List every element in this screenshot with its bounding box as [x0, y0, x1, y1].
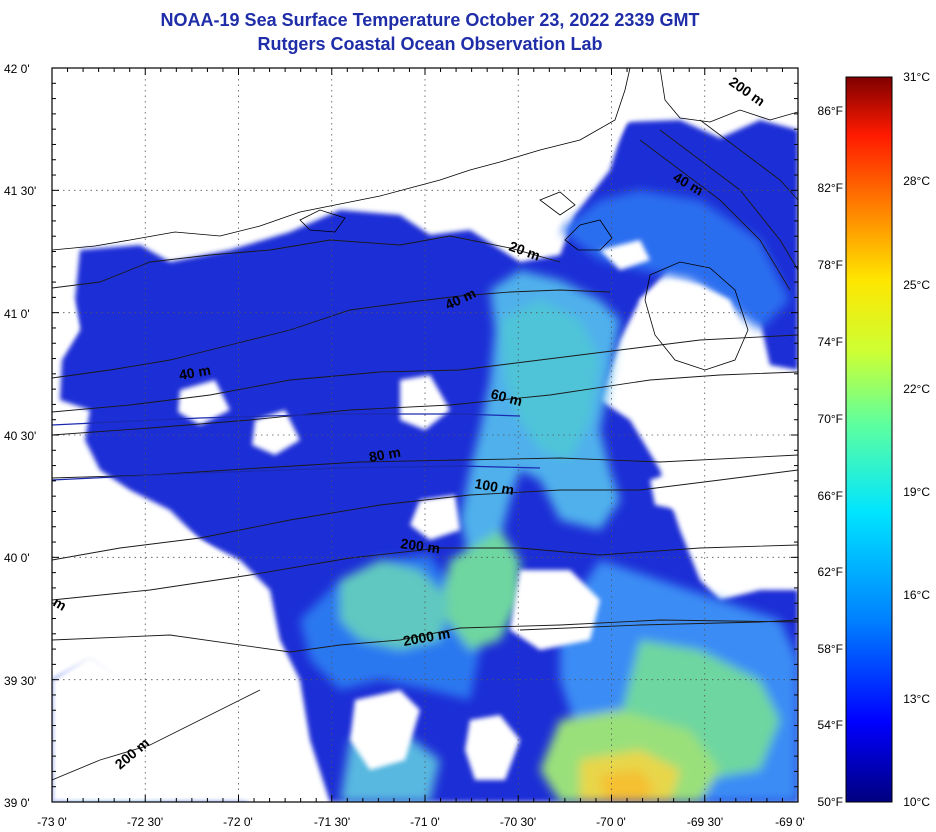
celsius-label: 10°C [903, 795, 930, 809]
depth-label: m [51, 594, 70, 614]
celsius-label: 28°C [903, 174, 930, 188]
fahrenheit-label: 70°F [818, 412, 843, 426]
fahrenheit-label: 50°F [818, 795, 843, 809]
lon-label: -73 0' [37, 815, 67, 829]
axis-ticks [51, 67, 799, 803]
map-title: NOAA-19 Sea Surface Temperature October … [160, 10, 700, 30]
lon-label: -71 30' [314, 815, 350, 829]
fahrenheit-labels: 86°F 82°F 78°F 74°F 70°F 66°F 62°F 58°F … [818, 104, 843, 809]
colorbar [845, 76, 893, 803]
lon-label: -72 30' [127, 815, 163, 829]
celsius-labels: 31°C 28°C 25°C 22°C 19°C 16°C 13°C 10°C [903, 70, 930, 809]
longitude-labels: -73 0' -72 30' -72 0' -71 30' -71 0' -70… [37, 815, 805, 829]
fahrenheit-label: 58°F [818, 642, 843, 656]
lon-label: -71 0' [410, 815, 440, 829]
depth-label: 80 m [368, 444, 402, 465]
lat-label: 41 0' [4, 307, 30, 321]
lon-label: -69 30' [687, 815, 723, 829]
fahrenheit-label: 66°F [818, 489, 843, 503]
celsius-label: 25°C [903, 278, 930, 292]
depth-label: 40 m [178, 362, 212, 383]
map-subtitle: Rutgers Coastal Ocean Observation Lab [257, 34, 603, 54]
depth-label: 200 m [400, 535, 442, 556]
sst-imagery: 200 m 40 m 20 m 40 m 40 m 60 m 80 m 100 … [51, 68, 798, 802]
fahrenheit-label: 86°F [818, 104, 843, 118]
fahrenheit-label: 54°F [818, 718, 843, 732]
lat-label: 42 0' [4, 62, 30, 76]
celsius-label: 22°C [903, 382, 930, 396]
lon-label: -70 30' [500, 815, 536, 829]
celsius-label: 19°C [903, 485, 930, 499]
lon-label: -70 0' [596, 815, 626, 829]
lat-label: 39 0' [4, 796, 30, 810]
celsius-label: 13°C [903, 692, 930, 706]
fahrenheit-label: 78°F [818, 258, 843, 272]
lat-label: 39 30' [4, 674, 36, 688]
latitude-labels: 42 0' 41 30' 41 0' 40 30' 40 0' 39 30' 3… [4, 62, 36, 810]
celsius-label: 31°C [903, 70, 930, 84]
depth-label: 100 m [473, 475, 515, 498]
lat-label: 40 30' [4, 429, 36, 443]
lon-label: -72 0' [223, 815, 253, 829]
lat-label: 41 30' [4, 184, 36, 198]
lon-label: -69 0' [775, 815, 805, 829]
fahrenheit-label: 82°F [818, 181, 843, 195]
celsius-label: 16°C [903, 588, 930, 602]
depth-label: 60 m [489, 385, 524, 409]
fahrenheit-label: 74°F [818, 335, 843, 349]
lat-label: 40 0' [4, 551, 30, 565]
fahrenheit-label: 62°F [818, 565, 843, 579]
graticule [52, 68, 798, 802]
